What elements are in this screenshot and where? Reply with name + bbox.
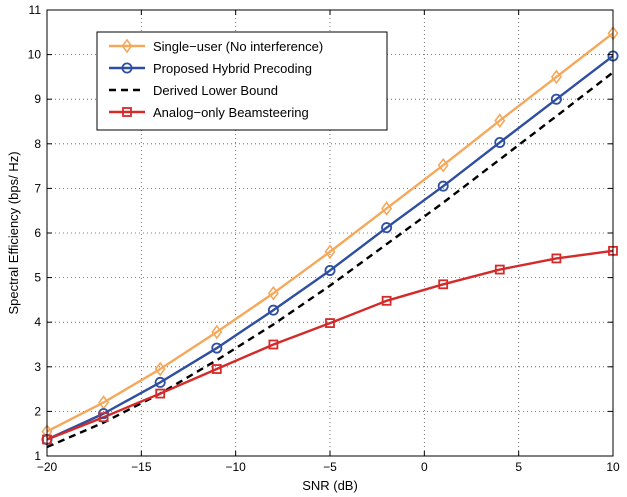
legend-box [96, 31, 388, 131]
data-point-series-3 [211, 364, 222, 374]
data-point-series-0 [437, 157, 449, 173]
y-tick-label: 5 [34, 271, 41, 285]
series-line-0 [46, 32, 614, 433]
y-tick-label: 7 [34, 181, 41, 195]
series-line-3 [46, 249, 614, 441]
y-tick-label: 1 [34, 449, 41, 463]
legend-swatch-marker [121, 62, 133, 74]
data-point-series-0 [211, 324, 223, 340]
data-point-series-0 [267, 285, 279, 301]
series-lines [46, 32, 614, 449]
data-point-series-1 [154, 376, 166, 388]
x-tick-label: 5 [515, 460, 522, 474]
data-point-series-3 [268, 339, 279, 350]
y-tick-label: 2 [34, 404, 41, 418]
data-point-series-1 [494, 136, 506, 148]
data-point-series-0 [154, 361, 166, 377]
x-tick-label: −15 [131, 460, 152, 474]
legend-label: Analog−only Beamsteering [153, 105, 309, 120]
y-tick-label: 10 [28, 48, 42, 62]
y-axis-label: Spectral Efficiency (bps/ Hz) [6, 151, 21, 314]
y-tick-label: 6 [34, 226, 41, 240]
data-point-series-1 [324, 264, 336, 276]
y-tick-label: 4 [34, 315, 41, 329]
data-point-series-3 [155, 388, 166, 399]
legend-label: Single−user (No interference) [153, 39, 323, 54]
data-point-series-3 [325, 318, 335, 328]
data-point-series-0 [550, 69, 562, 85]
x-tick-label: −10 [225, 460, 246, 474]
series-markers [41, 25, 619, 445]
y-tick-label: 8 [34, 137, 41, 151]
series-line-2 [46, 71, 614, 449]
legend: Single−user (No interference) Proposed Hy… [96, 31, 388, 131]
series-line-1 [46, 54, 614, 441]
data-point-series-0 [324, 244, 336, 260]
x-tick-label: 10 [606, 460, 620, 474]
legend-label: Derived Lower Bound [153, 83, 278, 98]
data-point-series-3 [381, 295, 392, 306]
data-point-series-0 [494, 113, 506, 128]
x-axis-label: SNR (dB) [302, 478, 358, 493]
data-point-series-3 [98, 412, 109, 423]
x-tick-label: −5 [323, 460, 337, 474]
legend-swatch-marker [122, 107, 132, 117]
data-point-series-1 [211, 342, 223, 354]
y-tick-label: 3 [34, 360, 41, 374]
data-point-series-3 [494, 264, 505, 275]
data-point-series-3 [438, 279, 449, 290]
axis-ticks: −20 −15 −10 −5 0 5 10 1 2 3 4 5 6 7 8 9 10 11 [28, 3, 620, 474]
y-tick-label: 9 [34, 92, 41, 106]
data-point-series-0 [381, 201, 393, 216]
y-tick-label: 11 [29, 3, 42, 17]
data-point-series-1 [437, 180, 449, 192]
data-point-series-3 [551, 253, 562, 264]
data-point-series-1 [550, 93, 562, 105]
data-point-series-1 [381, 222, 393, 234]
legend-label: Proposed Hybrid Precoding [153, 61, 312, 76]
x-tick-label: 0 [421, 460, 428, 474]
legend-swatch-marker [121, 38, 133, 54]
x-tick-label: −20 [37, 460, 58, 474]
data-point-series-1 [267, 304, 279, 316]
